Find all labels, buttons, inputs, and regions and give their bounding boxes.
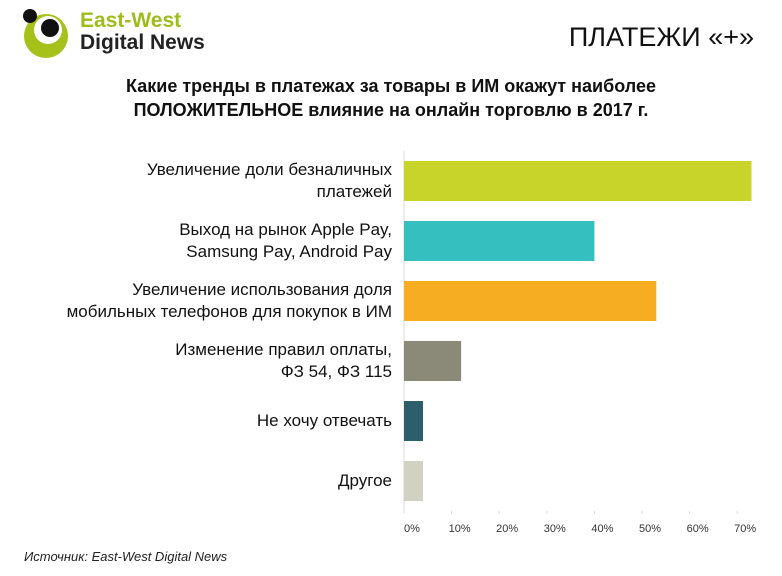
chart-title: Какие тренды в платежах за товары в ИМ о… <box>0 74 782 122</box>
bar <box>404 281 657 321</box>
category-label: Увеличение использования доля мобильных … <box>66 280 392 321</box>
x-tick-label: 20% <box>496 523 518 535</box>
x-tick-label: 50% <box>639 523 661 535</box>
category-label: Не хочу отвечать <box>256 411 392 430</box>
x-tick-label: 10% <box>449 523 471 535</box>
title-emphasis: ПОЛОЖИТЕЛЬНОЕ <box>133 100 304 120</box>
bar <box>404 161 752 201</box>
bar <box>404 401 424 441</box>
title-rest: влияние на онлайн торговлю в 2017 г. <box>308 100 649 120</box>
category-label: Другое <box>337 471 392 490</box>
logo-text-2: Digital News <box>80 31 205 54</box>
bar <box>404 461 424 501</box>
title-line: Какие тренды в платежах за товары в ИМ о… <box>126 76 656 96</box>
bar <box>404 341 462 381</box>
bar <box>404 221 595 261</box>
x-tick-label: 0% <box>404 523 420 535</box>
x-tick-label: 40% <box>591 523 613 535</box>
category-label: Увеличение доли безналичных платежей <box>146 160 392 201</box>
logo-icon <box>23 9 68 58</box>
category-label: Выход на рынок Apple Pay, Samsung Pay, A… <box>179 220 392 261</box>
logo-text-1: East-West <box>80 9 182 32</box>
page-title: ПЛАТЕЖИ «+» <box>568 22 754 52</box>
x-tick-label: 30% <box>544 523 566 535</box>
category-label: Изменение правил оплаты, ФЗ 54, ФЗ 115 <box>175 340 392 381</box>
x-tick-label: 70% <box>734 523 756 535</box>
x-tick-label: 60% <box>687 523 709 535</box>
source: Источник: East-West Digital News <box>24 549 228 564</box>
